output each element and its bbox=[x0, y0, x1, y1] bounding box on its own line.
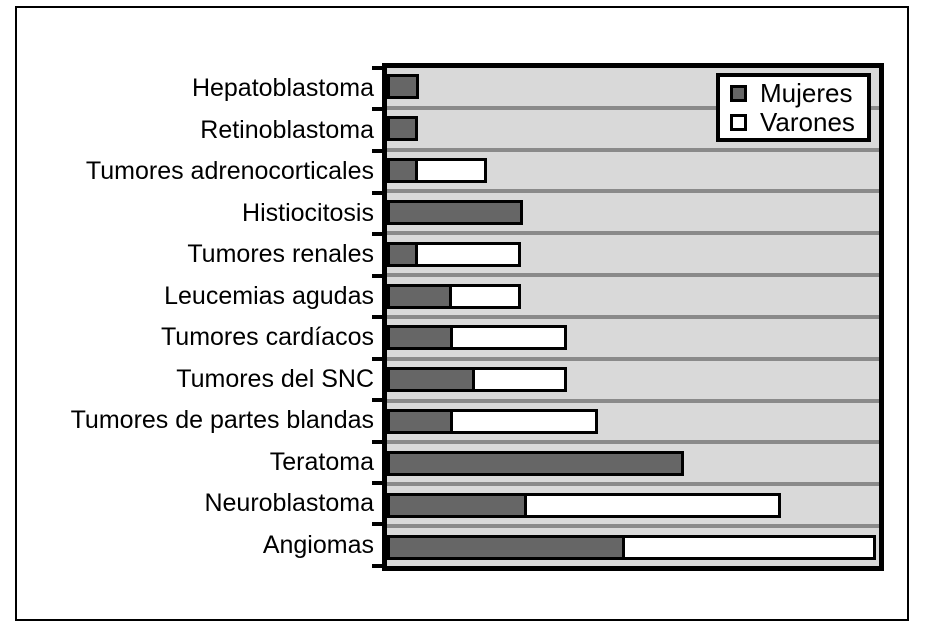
axis-tick bbox=[372, 273, 382, 278]
mujeres-bar-segment bbox=[387, 492, 527, 518]
legend-item-label: Mujeres bbox=[760, 78, 853, 108]
axis-tick bbox=[372, 439, 382, 444]
axis-tick bbox=[372, 231, 382, 236]
category-label: Tumores renales bbox=[187, 240, 374, 269]
category-labels-column: Hepatoblastoma Retinoblastoma Tumores adre… bbox=[20, 68, 374, 566]
category-label: Tumores del SNC bbox=[176, 364, 374, 393]
legend-item: Varones bbox=[730, 109, 867, 135]
mujeres-bar-segment bbox=[387, 158, 419, 184]
bar-row bbox=[387, 110, 879, 152]
bar-row bbox=[387, 528, 879, 566]
bar-row bbox=[387, 444, 879, 487]
axis-tick bbox=[372, 356, 382, 361]
axis-tick bbox=[372, 107, 382, 112]
category-label: Tumores adrenocorticales bbox=[85, 157, 374, 186]
mujeres-bar-segment bbox=[387, 450, 684, 476]
category-label: Tumores cardíacos bbox=[160, 323, 374, 352]
axis-tick bbox=[372, 148, 382, 153]
bar-row bbox=[387, 403, 879, 445]
mujeres-bar-segment bbox=[387, 116, 419, 142]
mujeres-bar-segment bbox=[387, 325, 454, 351]
bar-row bbox=[387, 235, 879, 278]
category-label: Neuroblastoma bbox=[204, 489, 374, 518]
mujeres-bar-segment bbox=[387, 241, 419, 267]
varones-bar-segment bbox=[621, 534, 876, 560]
category-label: Hepatoblastoma bbox=[191, 74, 374, 103]
mujeres-bar-segment bbox=[387, 74, 419, 100]
category-label: Leucemias agudas bbox=[164, 281, 374, 310]
bar-row bbox=[387, 193, 879, 236]
category-label: Histiocitosis bbox=[242, 198, 374, 227]
category-label: Tumores de partes blandas bbox=[70, 406, 374, 435]
bar-row bbox=[387, 486, 879, 529]
legend-swatch-icon bbox=[730, 113, 747, 131]
chart-plot-area: Mujeres Varones bbox=[372, 63, 884, 571]
bar-rows-container bbox=[387, 68, 879, 566]
varones-bar-segment bbox=[471, 367, 567, 393]
bar-row bbox=[387, 152, 879, 194]
bar-row bbox=[387, 277, 879, 319]
mujeres-bar-segment bbox=[387, 534, 625, 560]
legend: Mujeres Varones bbox=[716, 73, 871, 142]
mujeres-bar-segment bbox=[387, 409, 454, 435]
legend-swatch-icon bbox=[730, 84, 747, 102]
category-label: Teratoma bbox=[269, 447, 374, 476]
axis-tick bbox=[372, 315, 382, 319]
varones-bar-segment bbox=[449, 283, 521, 309]
axis-tick bbox=[372, 481, 382, 485]
bar-row bbox=[387, 68, 879, 110]
varones-bar-segment bbox=[415, 158, 487, 184]
mujeres-bar-segment bbox=[387, 367, 475, 393]
legend-item-label: Varones bbox=[760, 107, 855, 137]
mujeres-bar-segment bbox=[387, 283, 453, 309]
varones-bar-segment bbox=[450, 325, 567, 351]
category-label: Angiomas bbox=[262, 530, 374, 559]
bar-row bbox=[387, 361, 879, 403]
mujeres-bar-segment bbox=[387, 199, 523, 225]
legend-item: Mujeres bbox=[730, 80, 867, 106]
axis-tick bbox=[372, 522, 382, 527]
varones-bar-segment bbox=[415, 241, 521, 267]
axis-tick bbox=[372, 66, 382, 70]
axis-tick bbox=[372, 190, 382, 195]
category-label: Retinoblastoma bbox=[200, 115, 374, 144]
varones-bar-segment bbox=[450, 409, 598, 435]
axis-tick bbox=[372, 397, 382, 402]
bar-row bbox=[387, 319, 879, 361]
axis-tick bbox=[372, 564, 382, 568]
varones-bar-segment bbox=[523, 492, 781, 518]
